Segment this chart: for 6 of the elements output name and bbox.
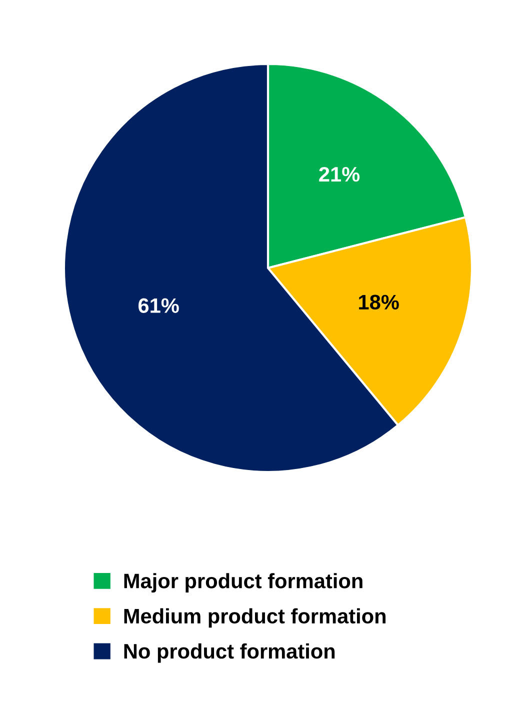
legend-label: No product formation bbox=[124, 643, 335, 663]
data-label: 61% bbox=[138, 298, 179, 313]
data-label: 21% bbox=[319, 166, 360, 182]
legend-label: Major product formation bbox=[124, 573, 362, 592]
data-label: 18% bbox=[359, 294, 399, 310]
legend-label: Medium product formation bbox=[124, 608, 386, 628]
